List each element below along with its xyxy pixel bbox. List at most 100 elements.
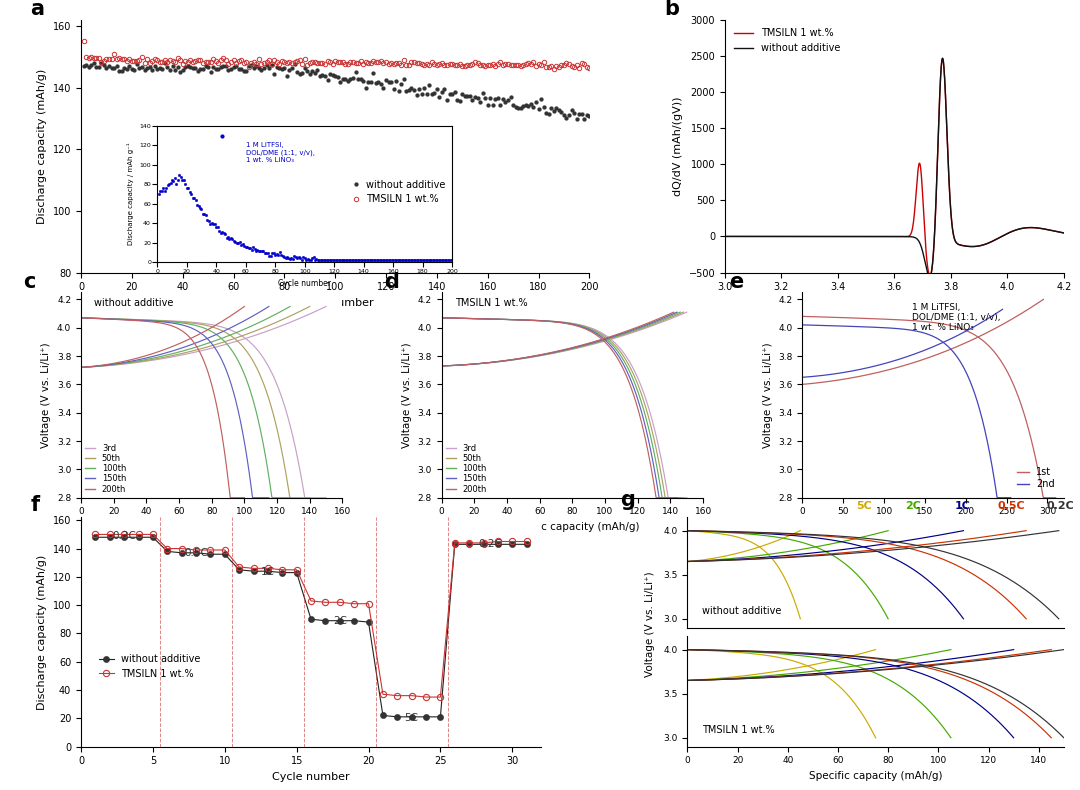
without additive [735,231,748,241]
without additive [174,67,187,77]
Text: 0.5C: 0.5C [184,548,208,559]
Text: 2C: 2C [905,501,921,510]
TMSILN 1 wt.% [491,536,504,546]
Text: TMSILN 1 wt.%: TMSILN 1 wt.% [455,299,527,308]
Text: 0.2C: 0.2C [478,539,502,548]
Text: 5C: 5C [856,501,873,510]
Text: g: g [620,491,635,510]
without additive [923,272,936,281]
TMSILN 1 wt.% [97,57,110,66]
TMSILN 1 wt.% [218,545,231,555]
without additive [291,568,303,577]
Text: c: c [24,273,36,292]
X-axis label: Specific capacity (mAh/g): Specific capacity (mAh/g) [866,522,1000,532]
without additive [147,532,160,542]
Text: without additive: without additive [94,299,174,308]
TMSILN 1 wt.% [377,690,390,699]
TMSILN 1 wt.% [212,58,225,68]
TMSILN 1 wt.% [874,231,887,241]
TMSILN 1 wt.% [147,529,160,539]
Legend: TMSILN 1 wt.%, without additive: TMSILN 1 wt.%, without additive [730,24,845,57]
without additive [583,111,596,121]
without additive [104,532,117,542]
without additive [261,566,274,576]
Line: TMSILN 1 wt.%: TMSILN 1 wt.% [92,532,530,700]
without additive [391,712,404,721]
Text: 0.2C: 0.2C [112,532,136,541]
TMSILN 1 wt.% [247,563,260,573]
TMSILN 1 wt.% [923,271,936,280]
without additive [232,565,245,574]
Legend: without additive, TMSILN 1 wt.%: without additive, TMSILN 1 wt.% [350,179,445,205]
X-axis label: Specific capacity (mAh/g): Specific capacity (mAh/g) [809,771,943,781]
without additive [89,532,102,542]
Text: f: f [30,495,40,514]
TMSILN 1 wt.% [348,599,361,608]
Legend: without additive, TMSILN 1 wt.%: without additive, TMSILN 1 wt.% [95,650,204,683]
Y-axis label: Discharge capacity (mAh/g): Discharge capacity (mAh/g) [37,69,48,224]
Text: 1C: 1C [955,501,970,510]
without additive [462,540,475,549]
TMSILN 1 wt.% [362,599,375,608]
Text: without additive: without additive [702,607,782,616]
X-axis label: Specific capacity (mAh/g): Specific capacity (mAh/g) [505,522,639,532]
without additive [405,712,418,721]
Text: 0.2C: 0.2C [1047,501,1074,510]
TMSILN 1 wt.% [434,692,447,702]
TMSILN 1 wt.% [936,54,949,63]
TMSILN 1 wt.% [161,544,174,553]
Line: TMSILN 1 wt.%: TMSILN 1 wt.% [725,58,1064,276]
Text: b: b [664,0,679,19]
without additive [218,550,231,559]
without additive [377,711,390,720]
Text: 5C: 5C [405,713,419,723]
TMSILN 1 wt.% [232,562,245,572]
without additive [247,566,260,576]
TMSILN 1 wt.% [118,529,131,539]
TMSILN 1 wt.% [419,692,432,702]
without additive [521,540,534,549]
TMSILN 1 wt.% [132,529,145,539]
TMSILN 1 wt.% [986,237,999,246]
X-axis label: Cycle number: Cycle number [296,298,374,308]
without additive [118,532,131,542]
without additive [936,54,949,63]
TMSILN 1 wt.% [189,545,202,555]
without additive [100,63,113,73]
without additive [883,231,896,241]
Text: e: e [729,273,743,292]
TMSILN 1 wt.% [477,538,490,547]
without additive [175,548,188,558]
X-axis label: Voltage (V vs. Li/Li⁺): Voltage (V vs. Li/Li⁺) [838,298,950,308]
TMSILN 1 wt.% [548,64,561,73]
TMSILN 1 wt.% [89,529,102,539]
X-axis label: Specific capacity (mAh/g): Specific capacity (mAh/g) [145,522,279,532]
TMSILN 1 wt.% [275,565,288,574]
Text: d: d [384,273,400,292]
Text: 2C: 2C [333,616,347,626]
without additive [986,237,999,246]
Text: a: a [30,0,44,19]
TMSILN 1 wt.% [735,231,748,241]
without additive [1048,226,1061,235]
without additive [1057,228,1070,238]
Y-axis label: Voltage (V vs. Li/Li⁺): Voltage (V vs. Li/Li⁺) [762,342,773,448]
TMSILN 1 wt.% [108,49,121,58]
without additive [1048,226,1061,235]
without additive [348,616,361,626]
TMSILN 1 wt.% [391,691,404,701]
without additive [204,550,217,559]
without additive [434,712,447,721]
without additive [419,712,432,721]
without additive [542,109,555,118]
without additive [77,62,90,71]
without additive [477,540,490,549]
without additive [305,615,318,624]
Y-axis label: dQ/dV (mAh/(gV)): dQ/dV (mAh/(gV)) [673,96,683,196]
without additive [718,231,731,241]
without additive [334,616,347,626]
without additive [161,547,174,556]
Text: 1 M LiTFSI,
DOL/DME (1:1, v/v),
1 wt. % LiNO₃: 1 M LiTFSI, DOL/DME (1:1, v/v), 1 wt. % … [913,303,1001,333]
TMSILN 1 wt.% [448,538,461,547]
TMSILN 1 wt.% [540,62,553,71]
